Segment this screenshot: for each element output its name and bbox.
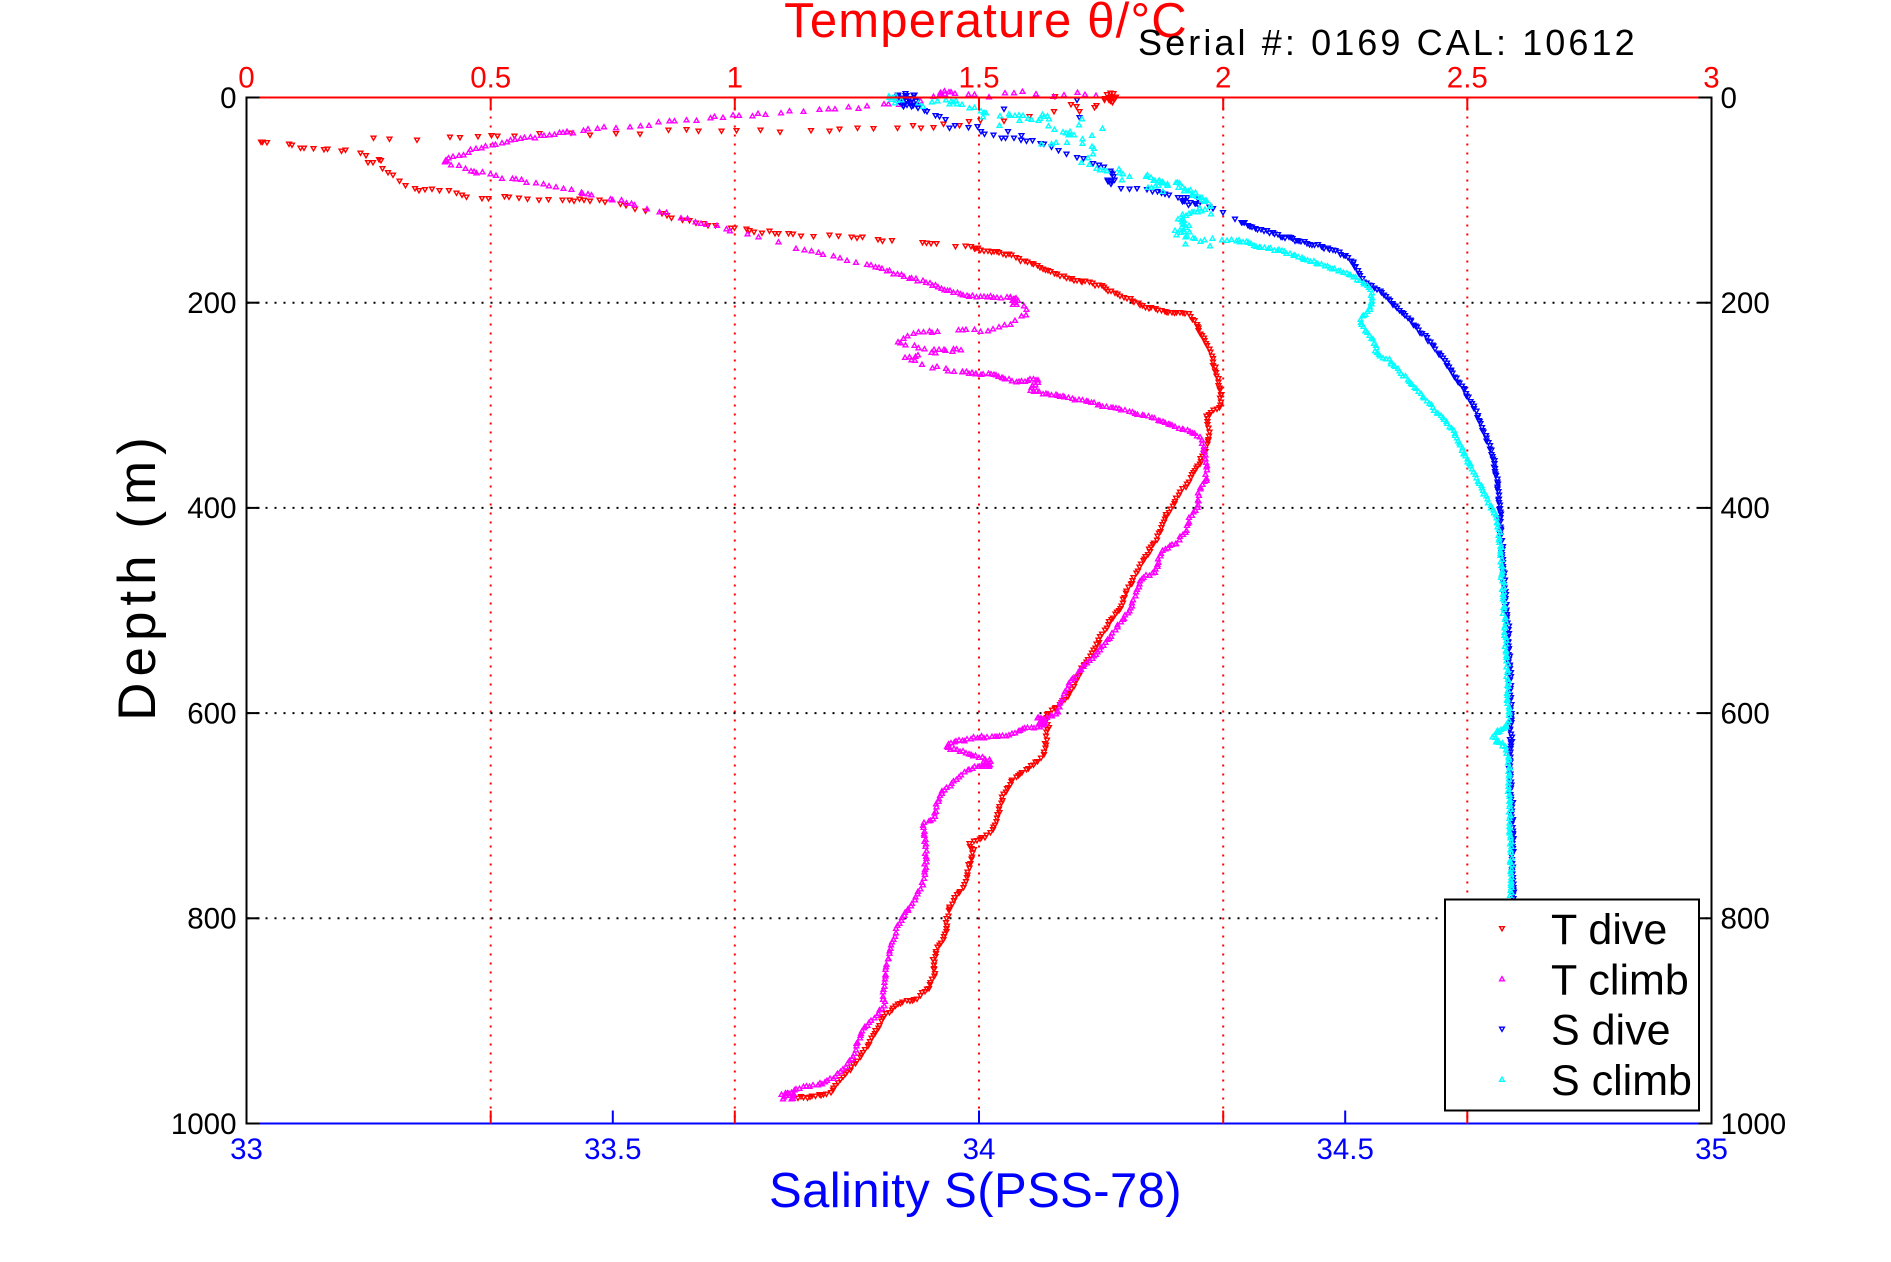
svg-text:200: 200 [1721, 287, 1770, 320]
svg-text:0.5: 0.5 [470, 62, 511, 95]
svg-text:34.5: 34.5 [1316, 1133, 1373, 1166]
svg-text:1000: 1000 [171, 1108, 237, 1141]
svg-text:600: 600 [187, 697, 236, 730]
svg-text:1: 1 [727, 62, 743, 95]
svg-text:S climb: S climb [1551, 1057, 1692, 1105]
svg-text:400: 400 [1721, 492, 1770, 525]
svg-text:2: 2 [1215, 62, 1231, 95]
svg-text:0: 0 [1721, 82, 1737, 115]
svg-text:Salinity S(PSS-78): Salinity S(PSS-78) [769, 1164, 1182, 1218]
svg-text:400: 400 [187, 492, 236, 525]
svg-text:800: 800 [187, 903, 236, 936]
svg-text:0: 0 [238, 62, 254, 95]
svg-text:200: 200 [187, 287, 236, 320]
svg-text:3: 3 [1703, 62, 1719, 95]
svg-text:S dive: S dive [1551, 1007, 1671, 1055]
svg-text:T climb: T climb [1551, 956, 1689, 1004]
svg-text:800: 800 [1721, 903, 1770, 936]
svg-text:0: 0 [220, 82, 236, 115]
svg-text:1000: 1000 [1721, 1108, 1787, 1141]
svg-text:T dive: T dive [1551, 906, 1667, 954]
svg-text:33.5: 33.5 [584, 1133, 641, 1166]
svg-text:600: 600 [1721, 697, 1770, 730]
svg-text:35: 35 [1695, 1133, 1728, 1166]
svg-text:Depth (m): Depth (m) [108, 431, 167, 721]
svg-text:34: 34 [963, 1133, 996, 1166]
svg-text:33: 33 [230, 1133, 263, 1166]
svg-text:Temperature θ/°C: Temperature θ/°C [784, 0, 1188, 48]
svg-text:2.5: 2.5 [1447, 62, 1488, 95]
svg-text:1.5: 1.5 [958, 62, 999, 95]
svg-text:Serial #: 0169 CAL: 10612: Serial #: 0169 CAL: 10612 [1138, 22, 1638, 63]
